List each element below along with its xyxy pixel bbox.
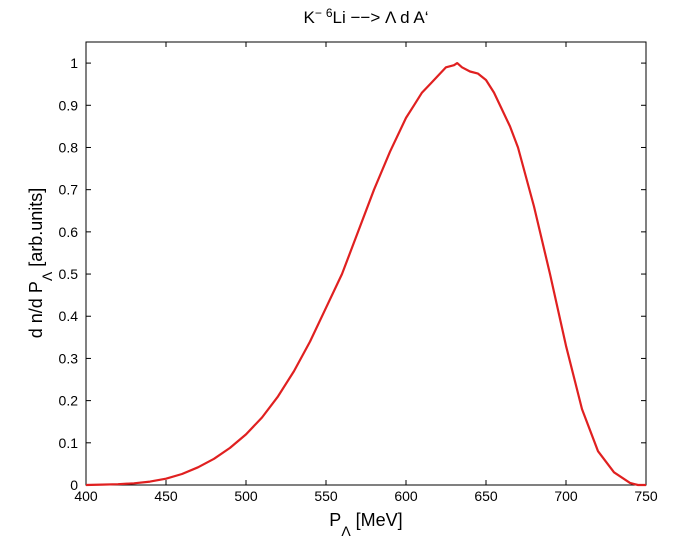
y-tick-label: 0.6 — [59, 224, 79, 240]
y-tick-label: 0.4 — [59, 308, 79, 324]
x-axis: 400 450 500 550 600 650 700 750 — [74, 42, 658, 504]
y-axis: 0 0.1 0.2 0.3 0.4 0.5 0.6 0.7 0.8 0.9 1 — [59, 55, 646, 493]
y-tick-label: 0.3 — [59, 350, 79, 366]
x-axis-title: PΛ [MeV] — [329, 510, 402, 539]
x-tick-label: 550 — [314, 488, 338, 504]
y-tick-label: 0.1 — [59, 435, 79, 451]
x-tick-label: 700 — [554, 488, 578, 504]
x-tick-label: 650 — [474, 488, 498, 504]
y-tick-label: 1 — [70, 55, 78, 71]
y-tick-label: 0.7 — [59, 182, 79, 198]
chart-title: K− 6Li −−> Λ d A‘ — [303, 6, 428, 27]
y-tick-label: 0.8 — [59, 139, 79, 155]
y-tick-label: 0 — [70, 477, 78, 493]
x-tick-label: 450 — [154, 488, 178, 504]
series-group — [85, 62, 646, 487]
series-line — [85, 62, 646, 487]
x-tick-label: 400 — [74, 488, 98, 504]
x-tick-label: 500 — [234, 488, 258, 504]
x-tick-label: 600 — [394, 488, 418, 504]
x-tick-label: 750 — [634, 488, 658, 504]
y-tick-label: 0.9 — [59, 97, 79, 113]
y-axis-title: d n/d PΛ [arb.units] — [26, 188, 55, 338]
plot-area — [85, 41, 647, 486]
y-tick-label: 0.5 — [59, 266, 79, 282]
y-tick-label: 0.2 — [59, 393, 79, 409]
